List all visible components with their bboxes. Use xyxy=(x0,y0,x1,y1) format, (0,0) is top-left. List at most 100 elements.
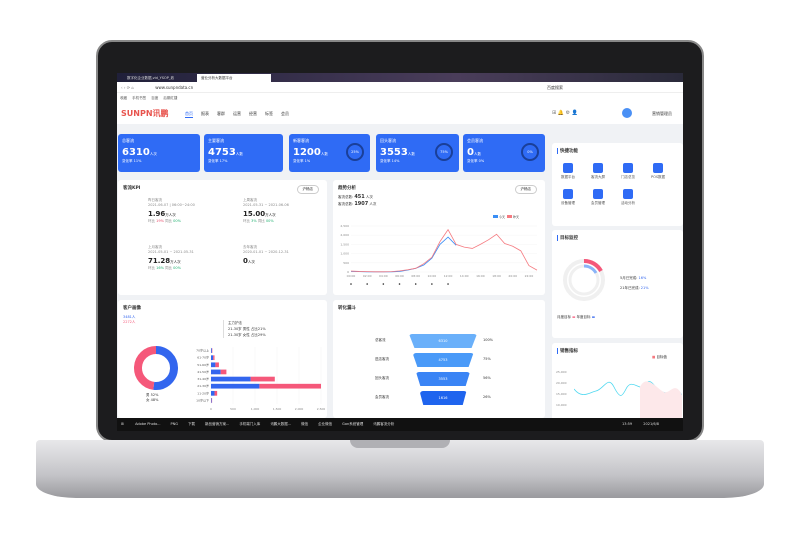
nav-item[interactable]: 客群 xyxy=(217,111,225,116)
card-title: 新客客流 xyxy=(293,138,309,143)
nav-item[interactable]: 运营 xyxy=(233,111,241,116)
x-tick-label: 10:00 xyxy=(428,274,437,278)
stat-card[interactable]: 新客客流 1200人数 变化率 1% 25% xyxy=(289,134,370,172)
bar-女 xyxy=(259,383,321,389)
value: 21% xyxy=(640,286,649,290)
y-tick-label: 70岁以上 xyxy=(196,348,209,353)
y-tick-label: 10岁以下 xyxy=(196,397,209,402)
unit: 人次 xyxy=(365,195,373,199)
taskbar-item[interactable]: Gon系统管理 xyxy=(342,422,364,426)
bar-男 xyxy=(211,348,212,353)
legend-swatch xyxy=(493,215,498,218)
taskbar-item[interactable]: 讯鹏大数据... xyxy=(270,422,292,426)
unit: 人次 xyxy=(369,202,377,206)
x-tick-label: 1,500 xyxy=(273,407,282,411)
progress-ring: 25% xyxy=(346,143,364,161)
nav-item[interactable]: 首页 xyxy=(185,111,193,118)
label: 客流总数: xyxy=(338,195,354,199)
taskbar-item[interactable]: PNG xyxy=(170,422,178,426)
kpi-label: 上月客流 xyxy=(148,245,162,249)
year-arc xyxy=(583,264,598,274)
user-name[interactable]: 营销管理员 xyxy=(652,111,672,116)
stat-card[interactable]: 总客流 6310人次 变化率 11% xyxy=(118,134,200,172)
customer-profile-panel: 客户画像 3481人 2272人 主力护法 21-30岁 男性 占比21% 21… xyxy=(118,300,327,418)
funnel-percent: 100% xyxy=(483,338,494,342)
card-change: 变化率 1% xyxy=(293,159,311,163)
x-tick-label: 14:00 xyxy=(460,274,469,278)
app-header: SUNPN讯鹏 首页 报表 客群 运营 经营 标签 会员 ⊞ 🔔 ⚙ 👤 营销管理员 xyxy=(117,103,683,124)
x-tick-label: 500 xyxy=(230,407,236,411)
kpi-value: 0人次 xyxy=(243,257,255,265)
funnel-stage: 1616 xyxy=(419,391,467,405)
donut-slice xyxy=(153,346,178,390)
kpi-item: 昨日客流 2021-06-07 | 06:00~24:00 1.96万人次 环比 19… xyxy=(148,198,195,224)
card-change: 变化率 0% xyxy=(467,159,485,163)
bar-男 xyxy=(211,362,216,368)
toolbar-icons[interactable]: ⊞ 🔔 ⚙ 👤 xyxy=(552,110,578,116)
y-tick-label: 21-30岁 xyxy=(197,383,209,388)
bar-女 xyxy=(214,390,218,396)
taskbar-item[interactable]: 微信 xyxy=(301,422,309,426)
start-icon[interactable]: ⊞ xyxy=(121,422,124,426)
quick-function-item[interactable]: 客流大屏 xyxy=(586,163,610,180)
function-icon xyxy=(593,163,603,173)
avatar[interactable] xyxy=(622,108,632,118)
browser-tab[interactable]: 数字化企业数据,vid_YSOP_收 xyxy=(127,76,175,80)
quick-function-item[interactable]: 会员管理 xyxy=(586,189,610,206)
x-tick-label: 18:00 xyxy=(492,274,501,278)
search-box[interactable]: 百度搜索 xyxy=(547,85,563,90)
browser-tab-active[interactable]: 营业分析大数据平台 xyxy=(197,74,271,82)
logo: SUNPN讯鹏 xyxy=(121,109,169,118)
panel-title: 客流KPI xyxy=(123,186,141,191)
card-change: 变化率 11% xyxy=(122,159,142,163)
kpi-label: 去年客流 xyxy=(243,245,257,249)
kpi-range: 2021-06-07 | 06:00~24:00 xyxy=(148,203,195,207)
taskbar-item[interactable]: 手机端门入库 xyxy=(239,422,261,426)
legend: 目标值 xyxy=(656,355,667,359)
main-title: 主力护法 xyxy=(228,321,242,325)
series-line-0 xyxy=(350,236,457,273)
nav-item[interactable]: 经营 xyxy=(249,111,257,116)
bookmark[interactable]: 手机书签 xyxy=(132,96,147,100)
quick-function-item[interactable]: 设备管理 xyxy=(556,189,580,206)
x-tick-label: 08:00 xyxy=(411,274,420,278)
stat-card[interactable]: 主要客流 4753人数 变化率 17% xyxy=(204,134,283,172)
stat-card[interactable]: 回头客流 3553人数 变化率 14% 75% xyxy=(376,134,459,172)
quick-function-item[interactable]: 门店总览 xyxy=(616,163,640,180)
bookmark[interactable]: 收藏 xyxy=(120,96,127,100)
quick-function-item[interactable]: 活动分析 xyxy=(616,189,640,206)
bookmark[interactable]: 百度 xyxy=(151,96,159,100)
value: 451 xyxy=(354,194,365,200)
bar-男 xyxy=(211,355,214,361)
bookmark[interactable]: 后期红捷 xyxy=(163,96,178,100)
x-tick-label: 12:00 xyxy=(444,274,453,278)
nav-item[interactable]: 报表 xyxy=(201,111,209,116)
y-tick: 20,000 xyxy=(556,381,567,385)
taskbar-item[interactable]: 新品营销方案... xyxy=(204,422,230,426)
taskbar-item[interactable]: Adobe Photo... xyxy=(135,422,161,426)
target-ring-chart xyxy=(563,258,605,301)
legend-swatch xyxy=(507,215,512,218)
trend-panel: 趋势分析 沪畅店 客流总数: 451 人次 客流总数: 1907 人次 0 500… xyxy=(333,180,545,295)
stat-card[interactable]: 会员客流 0人数 变化率 0% 0% xyxy=(463,134,545,172)
store-select[interactable]: 沪畅店 xyxy=(296,185,319,194)
kpi-item: 上周客流 2021-05-31 ~ 2021-06-06 15.00万人次 环比 3%… xyxy=(243,198,289,224)
nav-buttons-icon[interactable]: ‹ › ⟳ ⌂ xyxy=(121,85,134,90)
sales-panel: 销售指标 ■ 目标值 25,000 20,000 15,000 10,000 xyxy=(552,343,683,423)
marker-dot xyxy=(382,283,385,285)
funnel-percent: 75% xyxy=(483,357,491,361)
nav-item[interactable]: 标签 xyxy=(265,111,273,116)
female-count: 2272人 xyxy=(123,320,136,324)
quick-function-item[interactable]: POS数据 xyxy=(646,163,670,180)
url-field[interactable]: www.sunpndata.cn xyxy=(155,85,194,90)
quick-function-item[interactable]: 数据平台 xyxy=(556,163,580,180)
taskbar-item[interactable]: 下载 xyxy=(187,422,195,426)
taskbar-item[interactable]: 讯鹏客流分析 xyxy=(373,422,395,426)
store-select[interactable]: 沪畅店 xyxy=(514,185,537,194)
nav-item[interactable]: 会员 xyxy=(281,111,289,116)
card-change: 变化率 17% xyxy=(208,159,228,163)
taskbar-item[interactable]: 企业微信 xyxy=(318,422,333,426)
funnel-label: 进店客流 xyxy=(375,357,389,361)
bar-男 xyxy=(211,383,260,389)
funnel-stage: 6310 xyxy=(409,334,477,348)
